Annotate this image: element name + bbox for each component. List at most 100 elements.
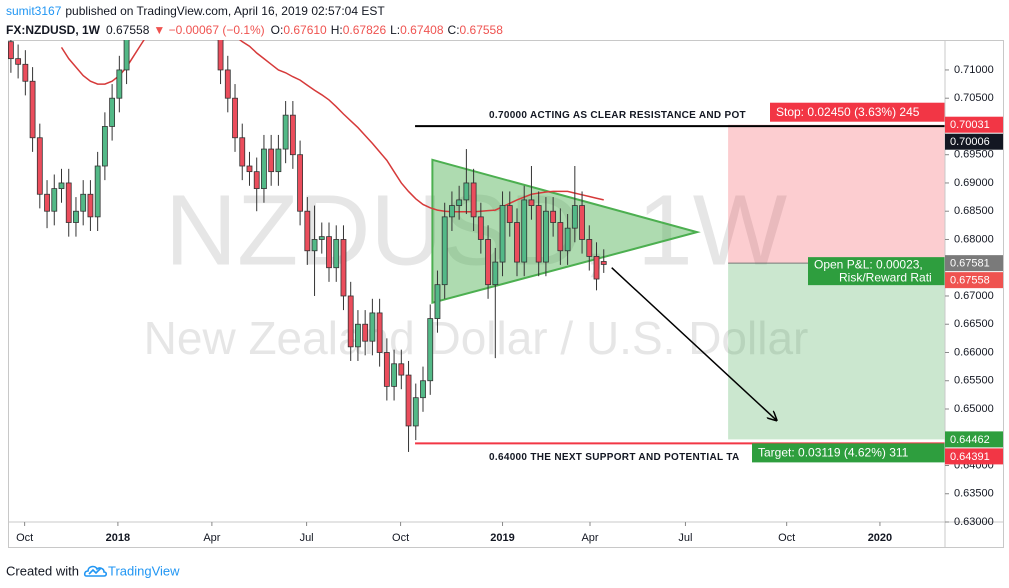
candle-body <box>65 182 72 223</box>
candle-body <box>456 199 463 206</box>
y-tick-label: 0.65000 <box>954 403 994 415</box>
candle-body <box>94 165 101 218</box>
candle-body <box>369 312 376 342</box>
candle-body <box>579 205 585 240</box>
published: published on TradingView.com, April 16, … <box>65 4 385 18</box>
candle-body <box>217 40 224 71</box>
candle-body <box>304 210 311 252</box>
candle-body <box>116 69 123 99</box>
candle-body <box>521 199 528 263</box>
candle-body <box>586 239 593 257</box>
candle-body <box>8 41 14 60</box>
y-tick-label: 0.65500 <box>954 375 994 387</box>
candle-body <box>571 205 578 229</box>
candle-body <box>535 205 542 263</box>
last-price: 0.67558 <box>106 23 150 37</box>
y-tick-label: 0.66500 <box>954 318 994 330</box>
price-tag-box <box>945 133 1003 150</box>
price-tag: 0.67581 <box>950 258 990 270</box>
candle-body <box>253 171 260 190</box>
candle-body <box>15 58 22 65</box>
y-tick-label: 0.68000 <box>954 233 994 245</box>
stop-label-box <box>770 102 945 122</box>
candle-body <box>268 148 275 173</box>
candle-body <box>246 165 253 173</box>
candle-body <box>109 97 116 127</box>
candle-body <box>51 188 58 212</box>
pnl-label-box <box>808 257 945 286</box>
candle-body <box>600 261 607 265</box>
candle-body <box>477 216 484 240</box>
candle-body <box>282 114 289 150</box>
x-tick-label: 2018 <box>106 532 130 544</box>
candle-body <box>441 216 448 286</box>
candle-body <box>261 148 267 190</box>
candle-body <box>557 222 564 252</box>
candle-body <box>492 261 499 286</box>
candle-body <box>318 236 325 240</box>
target-label: Target: 0.03119 (4.62%) 311 <box>758 446 909 460</box>
y-tick-label: 0.71000 <box>954 64 994 76</box>
candle-body <box>470 182 477 218</box>
candle-body <box>73 210 79 223</box>
price-tag-box <box>945 255 1003 272</box>
logo-icon-line <box>88 567 102 575</box>
y-tick-label: 0.69000 <box>954 177 994 189</box>
candle-body <box>564 227 571 252</box>
candle-body <box>427 318 434 382</box>
candle-body <box>340 239 347 297</box>
candle-body <box>550 210 557 223</box>
candle-body <box>593 256 600 280</box>
chart-border <box>8 40 1004 548</box>
price-tag: 0.67558 <box>950 275 990 287</box>
header-line-1: sumit3167 published on TradingView.com, A… <box>6 4 385 18</box>
candle-body <box>405 374 412 427</box>
candle-body <box>29 80 36 139</box>
x-tick-label: Oct <box>778 532 795 544</box>
moving-average <box>60 40 604 213</box>
ohlc-value: 0.67408 <box>400 23 444 37</box>
candle-body <box>58 182 65 190</box>
candle-body <box>463 182 470 201</box>
price-tag: 0.64391 <box>950 451 990 463</box>
candle-body <box>376 312 383 353</box>
candle-body <box>224 69 231 99</box>
x-tick-label: Apr <box>581 532 598 544</box>
candle-body <box>232 97 238 139</box>
pnl-label: Risk/Reward Rati <box>839 270 932 284</box>
candle-body <box>22 63 29 82</box>
logo-icon <box>83 565 108 577</box>
stop-label: Stop: 0.02450 (3.63%) 245 <box>776 105 920 119</box>
level-label: 0.64000 THE NEXT SUPPORT AND POTENTIAL T… <box>489 452 740 463</box>
candle-body <box>36 137 43 195</box>
candle-body <box>391 363 397 387</box>
price-tag: 0.70006 <box>950 136 990 148</box>
author[interactable]: sumit3167 <box>6 4 62 18</box>
candle-body <box>80 193 87 212</box>
pnl-label: Open P&L: 0.00023, <box>814 257 923 271</box>
candle-body <box>506 205 513 223</box>
watermark: New Zealand Dollar / U.S. Dollar <box>144 312 809 364</box>
tradingview-logo[interactable] <box>83 565 108 577</box>
projection-arrow <box>611 267 777 421</box>
change: ▼ −0.00067 (−0.1%) <box>153 23 264 37</box>
ohlc-key: C: <box>448 23 460 37</box>
candle-body <box>239 137 246 167</box>
footer-brand[interactable]: TradingView <box>108 563 180 578</box>
candle-body <box>44 193 50 212</box>
candle-body <box>499 205 506 263</box>
symbol: FX:NZDUSD, 1W <box>6 23 101 37</box>
candle-body <box>362 323 369 342</box>
x-tick-label: 2019 <box>490 532 514 544</box>
candle-body <box>514 222 520 263</box>
x-tick-label: Jul <box>300 532 314 544</box>
y-tick-label: 0.67000 <box>954 290 994 302</box>
level-label: 0.70000 ACTING AS CLEAR RESISTANCE AND P… <box>489 110 746 121</box>
candle-body <box>528 199 535 206</box>
x-tick-label: Oct <box>16 532 33 544</box>
price-tag-box <box>945 116 1003 133</box>
